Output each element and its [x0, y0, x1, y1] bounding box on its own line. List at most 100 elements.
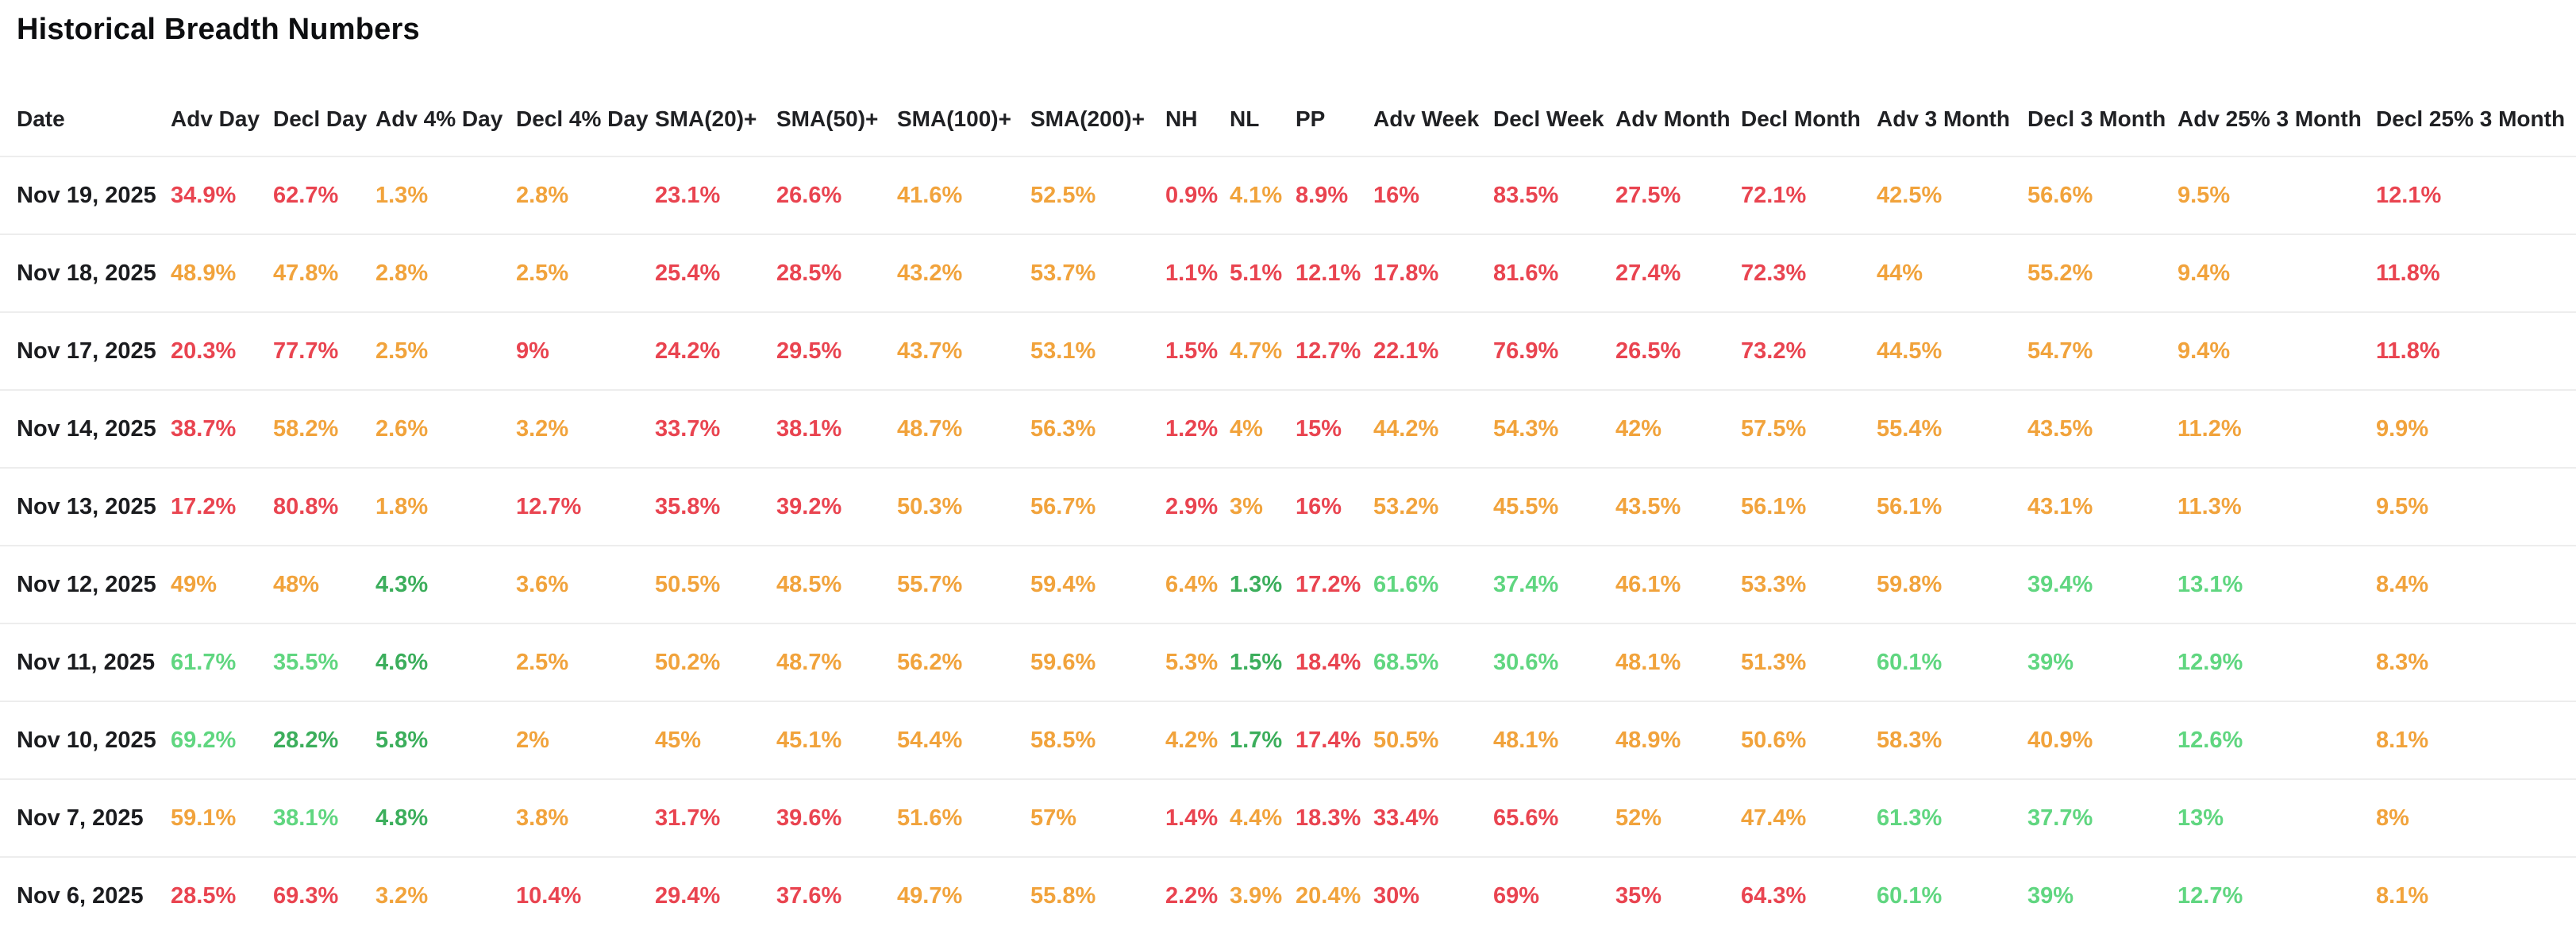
value-cell: 48.9%: [171, 234, 273, 312]
value-cell: 12.1%: [2376, 182, 2442, 208]
value-cell: 20.4%: [1296, 856, 1373, 935]
value-cell: 3.9%: [1230, 856, 1296, 935]
value-cell: 24.2%: [655, 311, 776, 390]
value-cell: 60.1%: [1877, 856, 2027, 935]
table-row: Nov 14, 2025 38.7% 58.2% 2.6% 3.2% 33.7% 38.1%…: [0, 389, 2576, 468]
value-cell: 1.5%: [1165, 311, 1230, 390]
value-cell: 3.6%: [516, 545, 655, 623]
value-cell: 48.9%: [1615, 701, 1741, 779]
value-cell: 43.1%: [2027, 467, 2177, 546]
column-header-decl-4-day: Decl 4% Day: [516, 48, 655, 157]
value-cell: 52.5%: [1030, 182, 1096, 208]
value-cell: 38.1%: [273, 778, 375, 857]
value-cell: 39%: [2027, 623, 2177, 701]
value-cell: 38.1%: [776, 389, 897, 468]
date-cell: Nov 18, 2025: [0, 234, 171, 312]
value-cell: 9.5%: [2177, 182, 2231, 208]
value-cell: 18.4%: [1296, 623, 1373, 701]
table-body: Nov 19, 2025 34.9% 62.7% 1.3% 2.8% 23.1% 26.6%…: [0, 156, 2576, 935]
value-cell: 11.3%: [2177, 467, 2376, 546]
value-cell: 48.5%: [776, 545, 897, 623]
value-cell: 2.5%: [516, 234, 655, 312]
value-cell: 1.5%: [1230, 623, 1296, 701]
value-cell: 3%: [1230, 467, 1296, 546]
column-header-adv-month: Adv Month: [1615, 48, 1741, 157]
value-cell: 11.8%: [2376, 311, 2576, 390]
value-cell: 47.8%: [273, 234, 375, 312]
column-header-adv-25-3-month: Adv 25% 3 Month: [2177, 48, 2376, 157]
value-cell: 46.1%: [1615, 545, 1741, 623]
date-cell: Nov 10, 2025: [0, 701, 171, 779]
value-cell: 55.2%: [2027, 234, 2177, 312]
value-cell: 58.5%: [1030, 701, 1165, 779]
value-cell: 4.3%: [375, 545, 516, 623]
value-cell: 30.6%: [1493, 623, 1615, 701]
value-cell: 17.2%: [171, 467, 273, 546]
value-cell: 8.1%: [2376, 856, 2576, 935]
value-cell: 64.3%: [1741, 856, 1877, 935]
value-cell: 11.2%: [2177, 389, 2376, 468]
value-cell: 59.1%: [171, 778, 273, 857]
value-cell: 4.1%: [1230, 182, 1283, 208]
column-header-pp: PP: [1296, 48, 1373, 157]
value-cell: 34.9%: [171, 182, 237, 208]
table-row: Nov 7, 2025 59.1% 38.1% 4.8% 3.8% 31.7% 39.6% 5…: [0, 778, 2576, 857]
value-cell: 59.6%: [1030, 623, 1165, 701]
value-cell: 12.7%: [516, 467, 655, 546]
value-cell: 1.8%: [375, 467, 516, 546]
value-cell: 69.2%: [171, 701, 273, 779]
value-cell: 56.6%: [2027, 182, 2093, 208]
value-cell: 53.3%: [1741, 545, 1877, 623]
value-cell: 61.7%: [171, 623, 273, 701]
table-row: Nov 12, 2025 49% 48% 4.3% 3.6% 50.5% 48.5% 55.7…: [0, 545, 2576, 623]
value-cell: 25.4%: [655, 234, 776, 312]
value-cell: 81.6%: [1493, 234, 1615, 312]
value-cell: 43.5%: [2027, 389, 2177, 468]
value-cell: 23.1%: [655, 182, 721, 208]
value-cell: 53.2%: [1373, 467, 1493, 546]
date-cell: Nov 17, 2025: [0, 311, 171, 390]
date-cell: Nov 13, 2025: [0, 467, 171, 546]
value-cell: 49.7%: [897, 856, 1030, 935]
value-cell: 4.6%: [375, 623, 516, 701]
value-cell: 17.2%: [1296, 545, 1373, 623]
value-cell: 9.4%: [2177, 234, 2376, 312]
value-cell: 9.9%: [2376, 389, 2576, 468]
value-cell: 4.7%: [1230, 311, 1296, 390]
value-cell: 77.7%: [273, 311, 375, 390]
value-cell: 44.5%: [1877, 311, 2027, 390]
column-header-sma-50: SMA(50)+: [776, 48, 897, 157]
value-cell: 4.8%: [375, 778, 516, 857]
value-cell: 41.6%: [897, 182, 963, 208]
value-cell: 13.1%: [2177, 545, 2376, 623]
page-title: Historical Breadth Numbers: [17, 13, 420, 46]
column-header-sma-200: SMA(200)+: [1030, 48, 1165, 157]
value-cell: 45%: [655, 701, 776, 779]
value-cell: 54.3%: [1493, 389, 1615, 468]
value-cell: 1.3%: [1230, 545, 1296, 623]
value-cell: 53.1%: [1030, 311, 1165, 390]
value-cell: 37.6%: [776, 856, 897, 935]
date-cell: Nov 14, 2025: [0, 389, 171, 468]
value-cell: 40.9%: [2027, 701, 2177, 779]
value-cell: 37.4%: [1493, 545, 1615, 623]
value-cell: 48.1%: [1493, 701, 1615, 779]
value-cell: 83.5%: [1493, 182, 1559, 208]
column-header-nh: NH: [1165, 48, 1230, 157]
value-cell: 0.9%: [1165, 182, 1219, 208]
value-cell: 56.2%: [897, 623, 1030, 701]
column-header-adv-3-month: Adv 3 Month: [1877, 48, 2027, 157]
value-cell: 72.3%: [1741, 234, 1877, 312]
value-cell: 54.7%: [2027, 311, 2177, 390]
value-cell: 39.4%: [2027, 545, 2177, 623]
value-cell: 57.5%: [1741, 389, 1877, 468]
value-cell: 42.5%: [1877, 182, 1943, 208]
value-cell: 10.4%: [516, 856, 655, 935]
value-cell: 31.7%: [655, 778, 776, 857]
value-cell: 26.5%: [1615, 311, 1741, 390]
table-row: Nov 10, 2025 69.2% 28.2% 5.8% 2% 45% 45.1% 54.4…: [0, 701, 2576, 779]
value-cell: 1.2%: [1165, 389, 1230, 468]
value-cell: 55.8%: [1030, 856, 1165, 935]
column-header-adv-week: Adv Week: [1373, 48, 1493, 157]
value-cell: 50.3%: [897, 467, 1030, 546]
